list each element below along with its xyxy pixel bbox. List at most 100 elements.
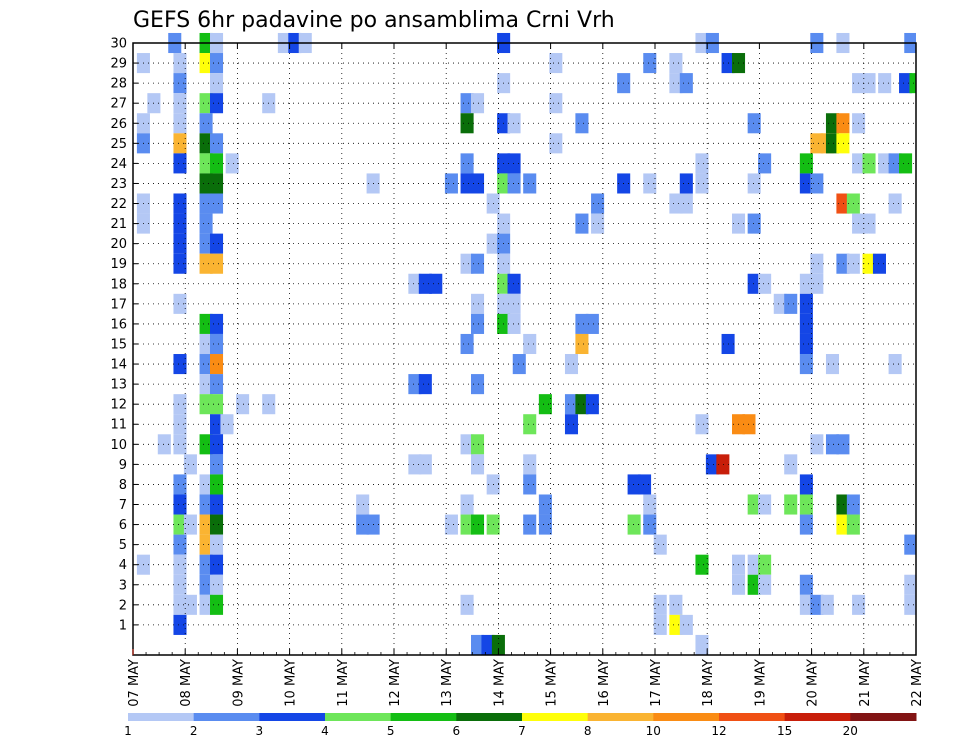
x-tick-label: 21 MAY xyxy=(858,659,873,707)
heatmap-cell xyxy=(784,494,798,515)
heatmap-cell xyxy=(758,574,772,595)
heatmap-cell xyxy=(784,454,798,475)
heatmap-cell xyxy=(429,273,443,294)
heatmap-cell xyxy=(799,574,813,595)
heatmap-cell xyxy=(199,574,213,595)
heatmap-cell xyxy=(825,434,840,455)
heatmap-cell xyxy=(173,53,187,74)
heatmap-cell xyxy=(236,394,250,415)
heatmap-cell xyxy=(507,153,521,174)
heatmap-cell xyxy=(471,434,485,455)
heatmap-cell xyxy=(904,594,916,615)
heatmap-cell xyxy=(799,313,813,334)
heatmap-cell xyxy=(460,514,474,535)
heatmap-cell xyxy=(799,333,813,355)
heatmap-cell xyxy=(183,594,197,615)
heatmap-cell xyxy=(481,634,495,655)
x-tick-label: 14 MAY xyxy=(492,659,507,707)
heatmap-cell xyxy=(564,354,579,375)
heatmap-cell xyxy=(512,354,526,375)
heatmap-cell xyxy=(591,213,605,234)
plot-grid xyxy=(133,43,916,655)
heatmap-cell xyxy=(564,394,579,415)
heatmap-cell xyxy=(899,73,913,94)
heatmap-cell xyxy=(799,354,813,375)
heatmap-cell xyxy=(173,293,187,314)
heatmap-cell xyxy=(836,133,850,154)
heatmap-cell xyxy=(199,53,213,74)
heatmap-cell xyxy=(758,153,772,174)
heatmap-cell xyxy=(872,253,886,274)
y-tick-label: 4 xyxy=(119,558,127,573)
heatmap-cell xyxy=(638,474,652,495)
heatmap-cell xyxy=(199,193,213,214)
heatmap-cell xyxy=(758,554,772,575)
y-tick-label: 27 xyxy=(110,97,127,112)
heatmap-cell xyxy=(210,434,224,455)
heatmap-cell xyxy=(173,474,187,495)
y-tick-label: 29 xyxy=(110,57,127,72)
heatmap-cell xyxy=(471,374,485,395)
heatmap-cell xyxy=(471,454,485,475)
heatmap-cell xyxy=(747,213,761,234)
x-tick-label: 17 MAY xyxy=(649,659,664,707)
heatmap-cell xyxy=(564,414,579,435)
heatmap-cell xyxy=(173,73,187,94)
heatmap-cell xyxy=(523,414,537,435)
heatmap-cell xyxy=(523,454,537,475)
heatmap-cell xyxy=(210,394,224,415)
heatmap-cell xyxy=(643,173,657,194)
heatmap-cell xyxy=(669,594,683,615)
heatmap-cell xyxy=(173,574,187,595)
heatmap-cell xyxy=(669,614,683,635)
y-tick-label: 10 xyxy=(110,438,127,453)
heatmap-cell xyxy=(173,414,187,435)
heatmap-cell xyxy=(173,514,187,535)
heatmap-cell xyxy=(679,73,693,94)
heatmap-cell xyxy=(199,534,213,555)
heatmap-cell xyxy=(210,93,224,114)
heatmap-cell xyxy=(408,273,422,294)
y-tick-label: 21 xyxy=(110,217,127,232)
heatmap-cell xyxy=(523,474,537,495)
x-tick-label: 16 MAY xyxy=(597,659,612,707)
heatmap-cell xyxy=(799,173,813,194)
heatmap-cell xyxy=(210,253,224,274)
heatmap-cell xyxy=(225,153,239,174)
heatmap-cell xyxy=(747,273,761,294)
colorbar-label: 12 xyxy=(711,724,726,738)
heatmap-cell xyxy=(747,494,761,515)
heatmap-cell xyxy=(199,354,213,375)
heatmap-cell xyxy=(878,73,892,94)
heatmap-cell xyxy=(418,374,432,395)
heatmap-cell xyxy=(210,193,224,214)
heatmap-cell xyxy=(173,614,187,635)
heatmap-cell xyxy=(862,253,876,274)
heatmap-cell xyxy=(507,293,521,314)
heatmap-cell xyxy=(199,133,213,154)
y-tick-label: 1 xyxy=(119,618,127,633)
heatmap-cell xyxy=(507,173,521,194)
heatmap-cell xyxy=(825,113,840,134)
heatmap-cell xyxy=(173,434,187,455)
y-tick-label: 13 xyxy=(110,378,127,393)
heatmap-cell xyxy=(199,93,213,114)
heatmap-cell xyxy=(836,193,850,214)
heatmap-cell xyxy=(747,173,761,194)
heatmap-cell xyxy=(836,434,850,455)
heatmap-cell xyxy=(210,233,224,254)
heatmap-cell xyxy=(199,394,213,415)
y-tick-label: 7 xyxy=(119,498,127,513)
heatmap-cell xyxy=(173,153,187,174)
heatmap-cell xyxy=(199,514,213,535)
heatmap-cell xyxy=(575,313,589,334)
heatmap-cell xyxy=(173,233,187,254)
y-tick-label: 2 xyxy=(119,598,127,613)
heatmap-cell xyxy=(810,173,824,194)
heatmap-cell xyxy=(173,394,187,415)
heatmap-cell xyxy=(523,333,537,355)
heatmap-cell xyxy=(538,394,552,415)
heatmap-cell xyxy=(825,354,840,375)
heatmap-cell xyxy=(747,574,761,595)
heatmap-cell xyxy=(862,153,876,174)
